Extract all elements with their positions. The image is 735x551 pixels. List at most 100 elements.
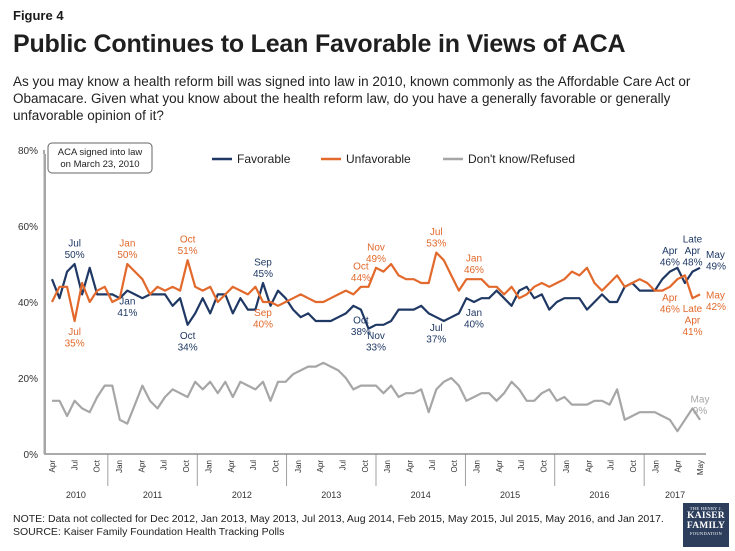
data-label: 38% [351,327,371,338]
x-tick-label: Jul [160,460,169,470]
x-tick-label: Jan [562,460,571,473]
y-tick-label: 60% [18,222,38,233]
footnote-source: SOURCE: Kaiser Family Foundation Health … [13,526,285,538]
x-tick-label: Jul [70,460,79,470]
year-label: 2016 [589,490,609,500]
footnote: NOTE: Data not collected for Dec 2012, J… [13,513,664,539]
data-label: Nov [367,331,385,342]
year-label: 2010 [66,490,86,500]
legend-label: Don't know/Refused [468,152,575,166]
data-label: Jul [430,227,443,238]
data-label: Jan [466,254,482,265]
dont_know-line [52,361,701,433]
data-label: Sep [254,308,272,319]
year-label: 2015 [500,490,520,500]
data-label: 46% [464,265,484,276]
x-tick-label: Jul [428,460,437,470]
data-label: 33% [366,342,386,353]
data-label: Jul [430,323,443,334]
x-tick-label: Apr [584,460,593,473]
chart-title: Public Continues to Lean Favorable in Vi… [13,30,626,58]
x-tick-label: Jan [651,460,660,473]
data-label: 34% [178,342,198,353]
chart-subtitle: As you may know a health reform bill was… [13,74,691,123]
x-tick-label: Apr [316,460,325,473]
event-marker-box [47,142,153,174]
data-label: 49% [706,261,726,272]
data-label: Jan [466,308,482,319]
y-tick-label: 20% [18,374,38,385]
data-label: Jan [119,297,135,308]
event-marker-line [43,154,46,454]
x-tick-label: Jan [473,460,482,473]
data-label: May [706,290,725,301]
logo-line-3: FAMILY [686,521,726,531]
year-label: 2012 [232,490,252,500]
x-tick-label: May [696,460,705,475]
data-label: Apr [662,293,678,304]
x-tick-label: Jan [115,460,124,473]
x-tick-label: Jul [607,460,616,470]
data-label: 9% [693,406,708,417]
data-label: Jan [119,239,135,250]
x-tick-label: Jul [517,460,526,470]
data-label: 50% [65,250,85,261]
x-tick-label: Jan [383,460,392,473]
footnote-note: NOTE: Data not collected for Dec 2012, J… [13,513,664,525]
logo-line-1: THE HENRY J. [689,506,723,511]
data-label: 46% [660,258,680,269]
data-label: Apr [685,246,701,257]
x-tick-label: Oct [93,459,102,472]
x-tick-label: Jan [294,460,303,473]
y-tick-label: 0% [24,450,39,461]
data-label: 42% [706,302,726,313]
x-tick-label: Oct [182,459,191,472]
data-label: Apr [685,316,701,327]
data-label: Oct [180,331,196,342]
x-tick-label: Jul [338,460,347,470]
data-label: 40% [253,320,273,331]
data-label: Apr [662,246,678,257]
data-label: 49% [366,254,386,265]
data-label: Oct [353,261,369,272]
data-label: Late [683,304,703,315]
data-label: May [706,250,725,261]
x-tick-label: Apr [674,460,683,473]
data-label: 35% [65,339,85,350]
data-label: 53% [426,239,446,250]
data-label: 48% [682,258,702,269]
year-label: 2013 [321,490,341,500]
x-tick-label: Apr [137,460,146,473]
data-label: 40% [464,320,484,331]
x-tick-label: Oct [450,459,459,472]
data-label: 45% [253,269,273,280]
data-label: 44% [351,273,371,284]
legend-label: Unfavorable [346,152,411,166]
data-label: 50% [117,250,137,261]
logo-line-4: FOUNDATION [690,531,722,536]
x-tick-label: Apr [227,460,236,473]
figure-label: Figure 4 [13,8,64,23]
event-marker-text: on March 23, 2010 [60,159,139,170]
data-label: May [691,394,710,405]
kff-logo: THE HENRY J. KAISER FAMILY FOUNDATION [683,503,729,547]
favorable-line [50,262,701,330]
year-label: 2017 [665,490,685,500]
data-label: 51% [178,246,198,257]
data-label: 46% [660,304,680,315]
data-label: Oct [353,316,369,327]
data-label: Nov [367,242,385,253]
year-label: 2014 [411,490,431,500]
data-label: 37% [426,335,446,346]
y-tick-label: 80% [18,146,38,157]
data-label: Sep [254,258,272,269]
x-tick-label: Jan [204,460,213,473]
x-tick-label: Oct [271,459,280,472]
data-label: Jul [68,239,81,250]
legend-label: Favorable [237,152,291,166]
data-label: Jul [68,327,81,338]
x-tick-label: Oct [361,459,370,472]
data-label: Oct [180,235,196,246]
x-tick-label: Jul [249,460,258,470]
